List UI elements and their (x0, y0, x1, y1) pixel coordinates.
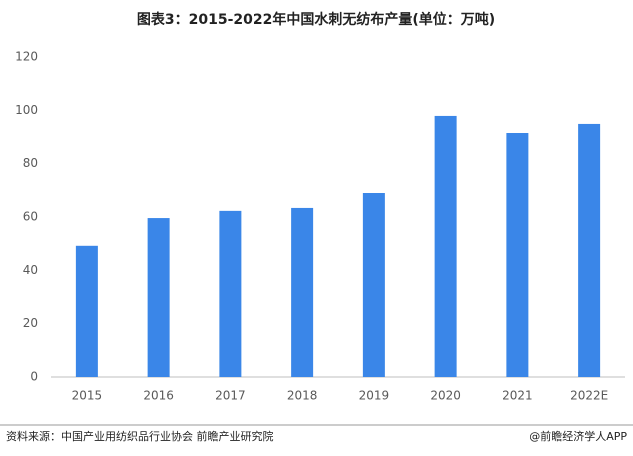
bar (578, 123, 601, 377)
x-tick-label: 2018 (287, 389, 318, 403)
bar (291, 207, 314, 377)
bar (362, 193, 385, 377)
y-tick-label: 100 (15, 103, 38, 117)
x-tick-label: 2021 (502, 389, 533, 403)
y-tick-label: 80 (23, 156, 38, 170)
bar (75, 245, 98, 377)
bar (147, 218, 170, 377)
chart-title: 图表3：2015-2022年中国水刺无纺布产量(单位：万吨) (137, 11, 495, 28)
y-tick-label: 120 (15, 50, 38, 64)
credit: @前瞻经济学人APP (529, 429, 627, 443)
x-tick-label: 2019 (359, 389, 390, 403)
y-tick-label: 20 (23, 316, 38, 330)
bar (434, 115, 457, 377)
x-tick-label: 2022E (570, 389, 608, 403)
y-tick-label: 60 (23, 210, 38, 224)
x-tick-label: 2015 (72, 389, 103, 403)
y-tick-label: 0 (30, 370, 38, 384)
bar (506, 133, 529, 377)
x-tick-label: 2017 (215, 389, 246, 403)
bar (219, 210, 242, 377)
x-tick-label: 2016 (143, 389, 174, 403)
source: 资料来源：中国产业用纺织品行业协会 前瞻产业研究院 (6, 429, 274, 443)
x-tick-label: 2020 (430, 389, 461, 403)
y-tick-label: 40 (23, 263, 38, 277)
